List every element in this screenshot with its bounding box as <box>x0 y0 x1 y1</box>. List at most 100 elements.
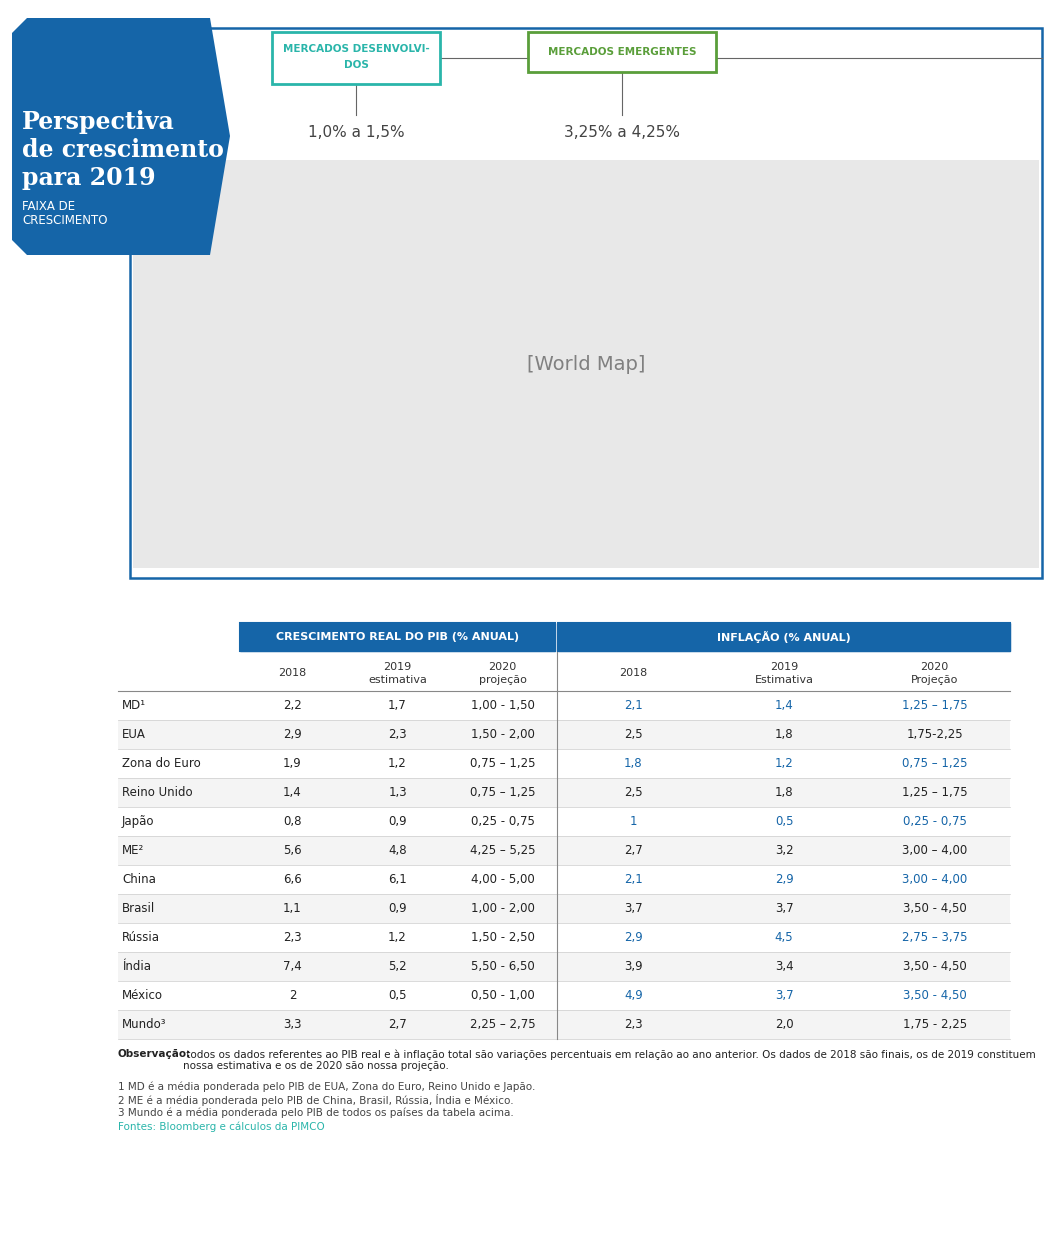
Text: 6,6: 6,6 <box>283 873 302 886</box>
Bar <box>118 894 1010 923</box>
Text: 0,50 - 1,00: 0,50 - 1,00 <box>471 989 534 1002</box>
Bar <box>118 836 1010 865</box>
Text: 2019: 2019 <box>770 662 798 672</box>
Bar <box>558 623 1010 651</box>
Bar <box>118 777 1010 808</box>
Text: 3,2: 3,2 <box>775 844 793 858</box>
Text: 1,1: 1,1 <box>283 901 302 915</box>
Text: para 2019: para 2019 <box>22 167 156 190</box>
Text: 1,8: 1,8 <box>624 757 642 770</box>
Bar <box>118 923 1010 952</box>
Text: 0,75 – 1,25: 0,75 – 1,25 <box>902 757 968 770</box>
Text: 3,50 - 4,50: 3,50 - 4,50 <box>902 960 967 973</box>
Text: 1,7: 1,7 <box>389 699 406 712</box>
Text: 2,2: 2,2 <box>283 699 302 712</box>
PathPatch shape <box>12 18 230 255</box>
Text: 1,0% a 1,5%: 1,0% a 1,5% <box>307 125 404 140</box>
Text: 1,9: 1,9 <box>283 757 302 770</box>
Text: 3,7: 3,7 <box>624 901 642 915</box>
Bar <box>118 952 1010 982</box>
Text: Perspectiva: Perspectiva <box>22 110 175 134</box>
Text: 2,5: 2,5 <box>624 727 642 741</box>
Text: 2,9: 2,9 <box>624 931 642 944</box>
Text: estimativa: estimativa <box>369 675 426 685</box>
Text: 1,75-2,25: 1,75-2,25 <box>907 727 963 741</box>
Text: 2020: 2020 <box>489 662 517 672</box>
Text: 4,00 - 5,00: 4,00 - 5,00 <box>471 873 534 886</box>
Text: México: México <box>122 989 163 1002</box>
Text: 2,9: 2,9 <box>775 873 793 886</box>
Text: Japão: Japão <box>122 815 155 828</box>
Text: 1,25 – 1,75: 1,25 – 1,75 <box>901 699 968 712</box>
Bar <box>240 623 555 651</box>
Bar <box>118 720 1010 749</box>
Text: 1,75 - 2,25: 1,75 - 2,25 <box>902 1018 967 1030</box>
Text: ME²: ME² <box>122 844 144 858</box>
Text: projeção: projeção <box>478 675 526 685</box>
Text: 1,8: 1,8 <box>775 727 793 741</box>
Text: 4,5: 4,5 <box>775 931 793 944</box>
Bar <box>118 982 1010 1010</box>
Text: 2: 2 <box>289 989 296 1002</box>
Text: 0,9: 0,9 <box>389 901 406 915</box>
Text: 5,6: 5,6 <box>283 844 302 858</box>
Text: 5,50 - 6,50: 5,50 - 6,50 <box>471 960 534 973</box>
Text: 1,50 - 2,50: 1,50 - 2,50 <box>471 931 535 944</box>
Text: 2,0: 2,0 <box>775 1018 793 1030</box>
Text: 0,25 - 0,75: 0,25 - 0,75 <box>902 815 967 828</box>
Text: Projeção: Projeção <box>911 675 958 685</box>
Text: 0,25 - 0,75: 0,25 - 0,75 <box>471 815 535 828</box>
Text: 2,7: 2,7 <box>624 844 642 858</box>
Text: Índia: Índia <box>122 960 151 973</box>
Text: 1,2: 1,2 <box>389 757 406 770</box>
Text: 1,00 - 1,50: 1,00 - 1,50 <box>471 699 535 712</box>
Text: Zona do Euro: Zona do Euro <box>122 757 201 770</box>
Bar <box>558 623 1010 651</box>
Text: 3,00 – 4,00: 3,00 – 4,00 <box>902 873 968 886</box>
Text: 0,5: 0,5 <box>389 989 406 1002</box>
Text: 4,25 – 5,25: 4,25 – 5,25 <box>470 844 535 858</box>
Text: 2,25 – 2,75: 2,25 – 2,75 <box>470 1018 535 1030</box>
Text: 2019: 2019 <box>383 662 412 672</box>
Text: 2,3: 2,3 <box>624 1018 642 1030</box>
Text: DOS: DOS <box>343 60 369 70</box>
Text: 1,50 - 2,00: 1,50 - 2,00 <box>471 727 535 741</box>
Text: Observação:: Observação: <box>118 1049 192 1059</box>
Text: [World Map]: [World Map] <box>526 354 645 373</box>
Text: 1,8: 1,8 <box>775 786 793 799</box>
Text: 1,2: 1,2 <box>775 757 793 770</box>
Bar <box>133 160 1039 568</box>
Text: 2018: 2018 <box>619 669 648 679</box>
Text: 2,3: 2,3 <box>389 727 406 741</box>
Bar <box>118 865 1010 894</box>
Text: 0,75 – 1,25: 0,75 – 1,25 <box>470 786 535 799</box>
Bar <box>118 749 1010 777</box>
Text: 1,00 - 2,00: 1,00 - 2,00 <box>471 901 535 915</box>
Bar <box>272 33 440 84</box>
Bar <box>130 28 1042 578</box>
Bar <box>240 623 555 651</box>
Text: 3 Mundo é a média ponderada pelo PIB de todos os países da tabela acima.: 3 Mundo é a média ponderada pelo PIB de … <box>118 1107 514 1118</box>
Text: 3,25% a 4,25%: 3,25% a 4,25% <box>564 125 680 140</box>
Text: Estimativa: Estimativa <box>755 675 814 685</box>
Text: 2,75 – 3,75: 2,75 – 3,75 <box>902 931 968 944</box>
Bar <box>528 33 716 73</box>
Text: 2,1: 2,1 <box>624 873 642 886</box>
Text: 3,50 - 4,50: 3,50 - 4,50 <box>902 989 967 1002</box>
Text: MD¹: MD¹ <box>122 699 146 712</box>
Text: todos os dados referentes ao PIB real e à inflação total são variações percentua: todos os dados referentes ao PIB real e … <box>183 1049 1036 1072</box>
Text: 1,4: 1,4 <box>283 786 302 799</box>
Text: 3,7: 3,7 <box>775 989 793 1002</box>
Text: 7,4: 7,4 <box>283 960 302 973</box>
Text: 1,3: 1,3 <box>389 786 406 799</box>
Bar <box>118 691 1010 720</box>
Text: 3,7: 3,7 <box>775 901 793 915</box>
Text: 0,9: 0,9 <box>389 815 406 828</box>
Text: 0,75 – 1,25: 0,75 – 1,25 <box>470 757 535 770</box>
Text: 1 MD é a média ponderada pelo PIB de EUA, Zona do Euro, Reino Unido e Japão.: 1 MD é a média ponderada pelo PIB de EUA… <box>118 1080 535 1092</box>
Text: 2,9: 2,9 <box>283 727 302 741</box>
Bar <box>118 808 1010 836</box>
Text: de crescimento: de crescimento <box>22 138 224 162</box>
Text: 2020: 2020 <box>920 662 949 672</box>
Text: Brasil: Brasil <box>122 901 155 915</box>
